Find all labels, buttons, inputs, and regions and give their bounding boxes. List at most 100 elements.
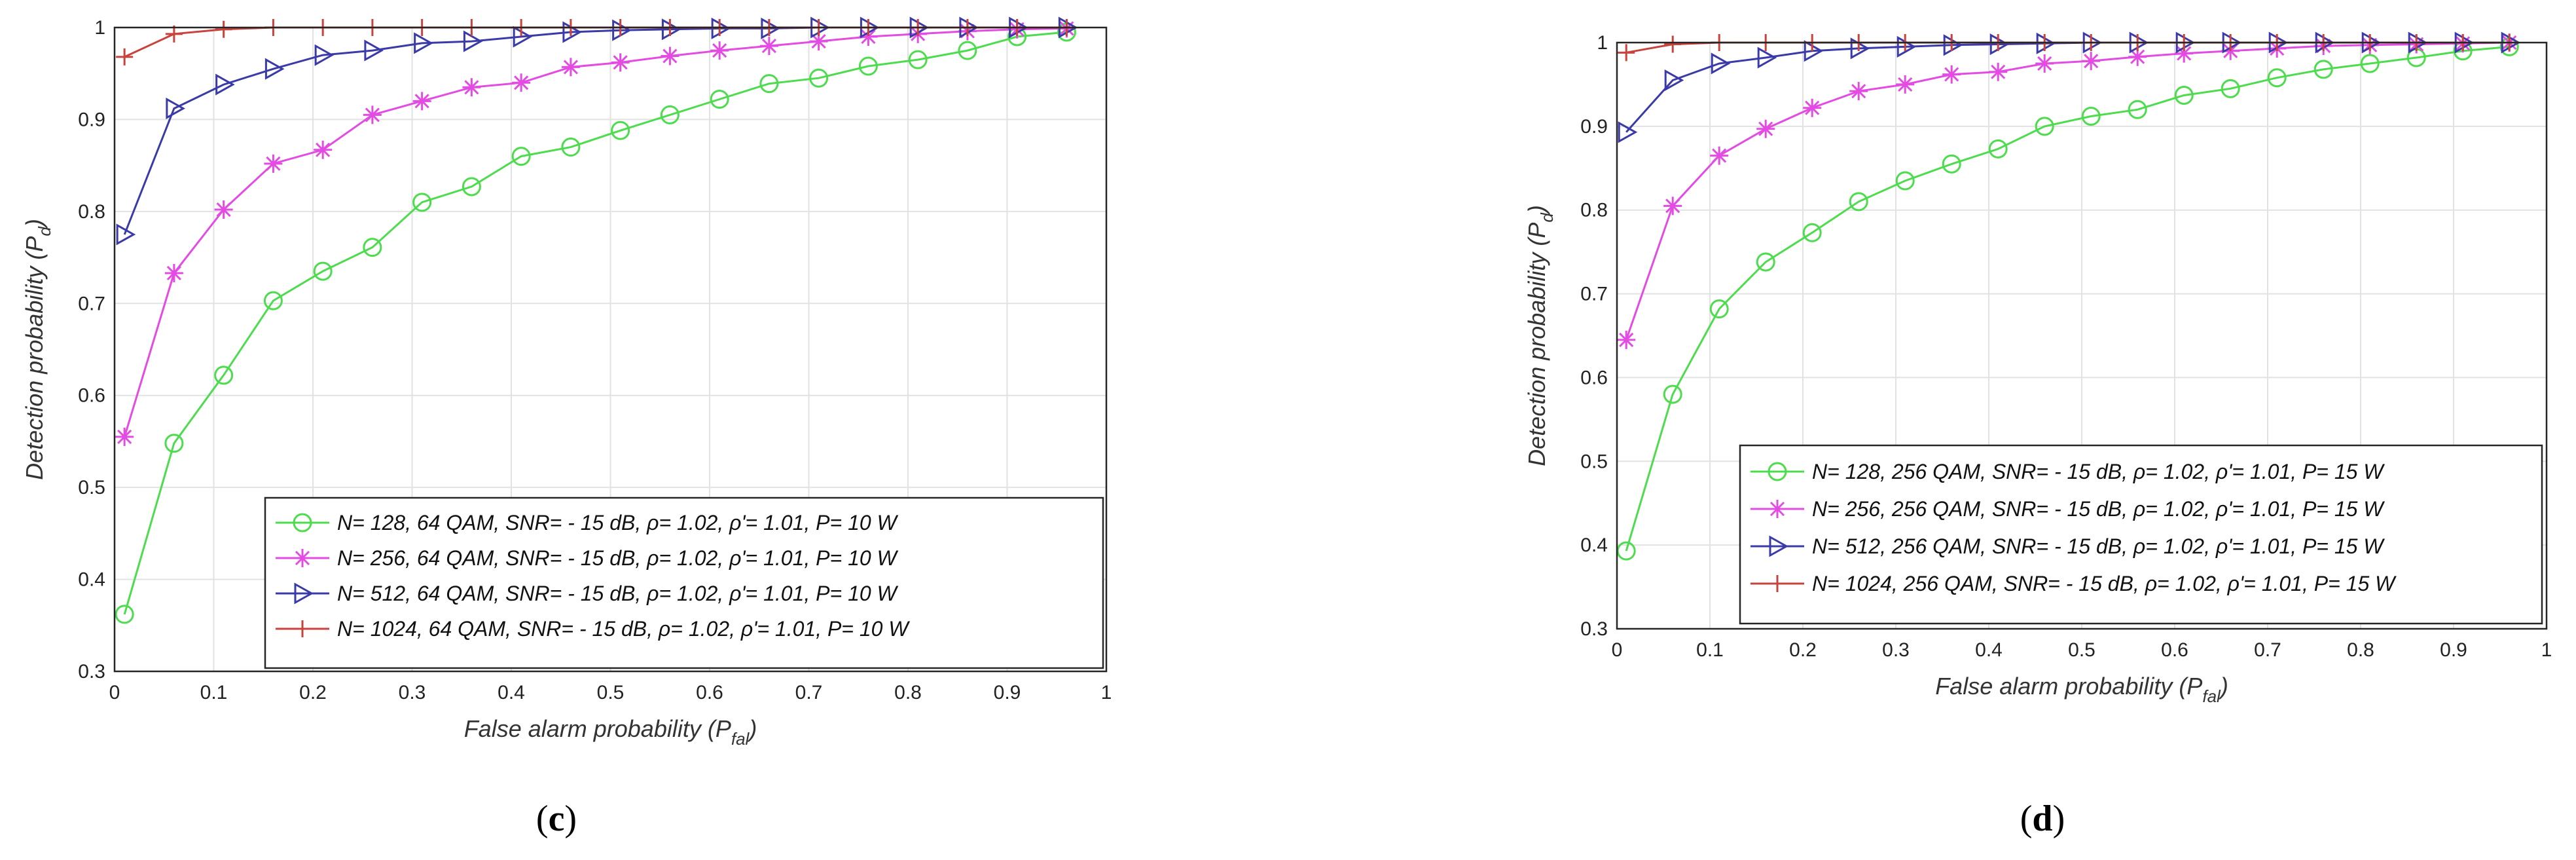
x-tick-label: 0.3 [399, 682, 426, 703]
data-point-1 [710, 41, 729, 60]
data-point-1 [2128, 47, 2147, 66]
chart-panel-d: 0 0.1 0.2 0.3 0.4 0.5 0.6 0.7 0.8 0.9 1 0.3 0.4 0.5 0.… [1523, 31, 2552, 839]
y-tick-label: 1 [94, 17, 105, 39]
legend-entry: N= 128, 256 QAM, SNR= - 15 dB, ρ= 1.02, … [1812, 460, 2385, 483]
y-axis-label: Detection probability (Pd) [21, 219, 54, 480]
y-tick-label: 0.9 [78, 109, 105, 130]
data-point-1 [1617, 330, 1636, 349]
data-point-1 [611, 53, 630, 72]
y-tick-label: 0.4 [78, 569, 105, 591]
data-point-0 [115, 605, 134, 624]
axes-box [1616, 41, 2548, 630]
data-point-2 [1757, 47, 1777, 69]
data-point-0 [363, 238, 382, 257]
x-tick-label: 0.3 [1882, 639, 1910, 661]
x-tick-label: 0.5 [2068, 639, 2095, 661]
data-point-0 [263, 291, 283, 310]
data-point-1 [115, 427, 134, 446]
y-tick-label: 0.7 [78, 293, 105, 314]
legend-box [264, 496, 1104, 669]
data-point-0 [1942, 154, 1961, 174]
data-point-1 [1756, 119, 1775, 138]
y-tick-label: 0.9 [1580, 116, 1608, 138]
data-point-1 [164, 263, 183, 282]
legend-marker [293, 513, 312, 533]
legend-entry: N= 256, 64 QAM, SNR= - 15 dB, ρ= 1.02, ρ… [337, 546, 899, 570]
data-point-3 [116, 48, 134, 65]
data-point-0 [2267, 68, 2287, 88]
data-point-0 [1895, 171, 1915, 191]
data-point-0 [611, 121, 630, 140]
x-tick-label: 0.7 [795, 682, 823, 703]
legend-entry: N= 1024, 64 QAM, SNR= - 15 dB, ρ= 1.02, … [337, 617, 910, 641]
x-tick-label: 0.4 [498, 682, 525, 703]
data-point-0 [412, 193, 432, 212]
data-point-0 [958, 41, 977, 60]
x-tick-label: 0.8 [2347, 639, 2374, 661]
legend-box [1739, 444, 2543, 625]
y-tick-label: 0.5 [1580, 451, 1608, 472]
y-tick-label: 0.6 [1580, 367, 1608, 388]
panel-caption: (c) [536, 798, 577, 839]
data-point-2 [1711, 52, 1731, 75]
data-point-1 [561, 58, 580, 77]
legend-marker [1769, 575, 1786, 592]
axes-box [113, 26, 1108, 673]
legend-entry: N= 256, 256 QAM, SNR= - 15 dB, ρ= 1.02, … [1812, 497, 2385, 521]
data-point-1 [759, 37, 778, 56]
y-tick-label: 0.3 [78, 661, 105, 682]
y-tick-label: 0.8 [1580, 200, 1608, 221]
data-point-0 [809, 68, 829, 88]
panel-caption: (d) [2020, 798, 2065, 839]
data-point-1 [363, 105, 382, 124]
x-tick-label: 0.7 [2254, 639, 2281, 661]
y-tick-label: 0.6 [78, 385, 105, 407]
data-point-0 [2360, 54, 2380, 73]
data-point-0 [164, 434, 184, 453]
x-tick-label: 0 [1612, 639, 1623, 661]
data-point-0 [710, 90, 729, 109]
data-point-1 [264, 154, 283, 173]
legend-marker [1768, 500, 1787, 518]
data-point-0 [1802, 223, 1822, 242]
data-point-1 [1896, 75, 1915, 94]
data-point-1 [2082, 52, 2101, 71]
x-tick-label: 0.9 [994, 682, 1021, 703]
x-tick-label: 0.9 [2440, 639, 2467, 661]
data-point-1 [1803, 98, 1822, 117]
data-point-3 [1618, 44, 1635, 62]
x-tick-label: 0.1 [1696, 639, 1724, 661]
data-point-1 [2175, 44, 2194, 63]
data-point-0 [2035, 117, 2054, 136]
data-point-2 [1618, 121, 1638, 143]
x-tick-label: 1 [1101, 682, 1112, 703]
data-point-1 [1942, 65, 1961, 84]
data-point-2 [166, 98, 185, 120]
data-point-0 [1756, 252, 1775, 272]
data-point-0 [2128, 100, 2147, 119]
data-point-3 [1664, 35, 1682, 53]
data-point-1 [661, 47, 680, 65]
y-axis-label: Detection probability (Pd) [1523, 205, 1557, 466]
data-point-2 [264, 58, 285, 80]
data-point-2 [116, 223, 136, 246]
data-point-0 [1663, 384, 1682, 404]
legend-marker [1768, 462, 1787, 481]
x-axis-label: False alarm probability (Pfal) [464, 715, 757, 749]
data-point-1 [1663, 196, 1682, 215]
legend-marker [294, 620, 311, 637]
legend-entry: N= 512, 256 QAM, SNR= - 15 dB, ρ= 1.02, … [1812, 534, 2385, 558]
x-tick-label: 1 [2541, 639, 2552, 661]
y-tick-label: 0.5 [78, 477, 105, 498]
legend-marker [1769, 535, 1789, 557]
data-point-1 [1710, 146, 1729, 165]
data-point-1 [412, 92, 431, 111]
data-point-0 [759, 74, 779, 94]
data-point-1 [809, 32, 828, 51]
x-axis-label: False alarm probability (Pfal) [1935, 673, 2228, 706]
data-point-0 [561, 138, 581, 157]
data-point-0 [313, 261, 333, 281]
data-point-0 [2081, 107, 2101, 126]
y-tick-label: 0.3 [1580, 618, 1608, 640]
